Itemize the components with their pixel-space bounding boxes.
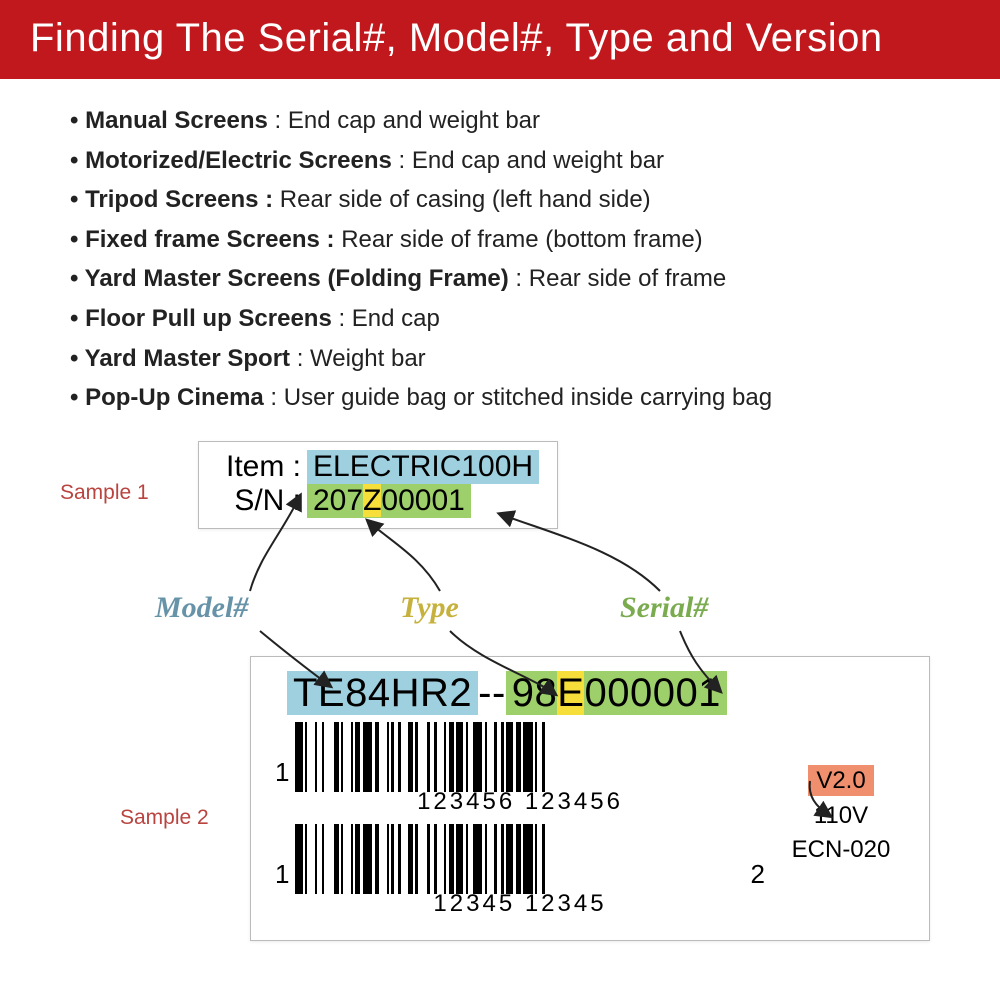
sample2-label: Sample 2 bbox=[120, 806, 209, 830]
legend-serial: Serial# bbox=[620, 591, 708, 625]
card2-model: TE84HR2 bbox=[287, 671, 478, 715]
sn-key: S/N : bbox=[217, 484, 307, 518]
sample2-card: TE84HR2--98E000001 1 123456 123456 1 2 1… bbox=[250, 656, 930, 941]
bc1-left: 1 bbox=[269, 757, 295, 792]
list-item: Yard Master Screens (Folding Frame) : Re… bbox=[70, 259, 1000, 299]
page-title: Finding The Serial#, Model#, Type and Ve… bbox=[0, 0, 1000, 79]
item-key: Item : bbox=[217, 450, 307, 484]
sample-diagram: Sample 1 Sample 2 Item : ELECTRIC100H S/… bbox=[0, 436, 1000, 946]
bc2-nums: 12345 12345 bbox=[269, 890, 771, 918]
voltage: 110V bbox=[771, 799, 911, 834]
bc2-left: 1 bbox=[269, 859, 295, 894]
ecn: ECN-020 bbox=[771, 833, 911, 868]
list-item: Tripod Screens : Rear side of casing (le… bbox=[70, 180, 1000, 220]
list-item: Motorized/Electric Screens : End cap and… bbox=[70, 141, 1000, 181]
item-model: ELECTRIC100H bbox=[307, 450, 539, 484]
bc1-nums: 123456 123456 bbox=[269, 788, 771, 816]
list-item: Manual Screens : End cap and weight bar bbox=[70, 101, 1000, 141]
sample1-label: Sample 1 bbox=[60, 481, 149, 505]
list-item: Pop-Up Cinema : User guide bag or stitch… bbox=[70, 378, 1000, 418]
version-badge: V2.0 bbox=[808, 765, 873, 796]
card2-code: TE84HR2--98E000001 bbox=[287, 671, 911, 716]
list-item: Fixed frame Screens : Rear side of frame… bbox=[70, 220, 1000, 260]
list-item: Yard Master Sport : Weight bar bbox=[70, 339, 1000, 379]
card2-side: V2.0 110V ECN-020 bbox=[771, 722, 911, 926]
card2-type: E bbox=[557, 671, 584, 715]
legend-type: Type bbox=[400, 591, 459, 625]
legend-model: Model# bbox=[155, 591, 248, 625]
bc2-right: 2 bbox=[745, 859, 771, 894]
location-list: Manual Screens : End cap and weight barM… bbox=[0, 79, 1000, 418]
barcode2 bbox=[295, 824, 744, 894]
list-item: Floor Pull up Screens : End cap bbox=[70, 299, 1000, 339]
sample1-card: Item : ELECTRIC100H S/N : 207Z00001 bbox=[198, 441, 558, 529]
sn-type: Z bbox=[363, 484, 381, 517]
card2-serial: 98E000001 bbox=[506, 671, 727, 715]
title-text: Finding The Serial#, Model#, Type and Ve… bbox=[30, 16, 883, 60]
barcodes: 1 123456 123456 1 2 12345 12345 bbox=[269, 722, 771, 926]
sn-value: 207Z00001 bbox=[307, 484, 471, 518]
barcode1 bbox=[295, 722, 771, 792]
